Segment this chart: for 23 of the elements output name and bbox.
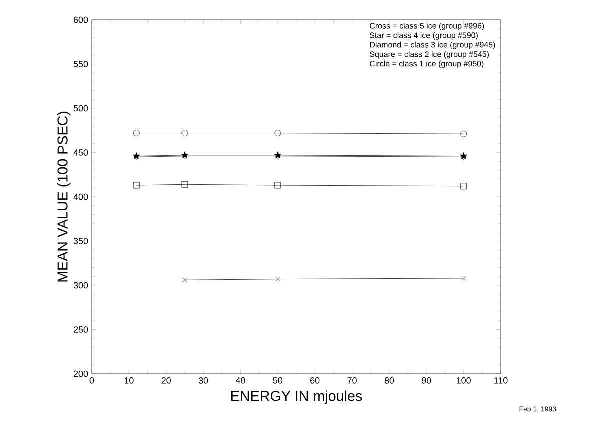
y-tick-label: 550 — [74, 61, 88, 68]
x-tick-label: 100 — [457, 378, 471, 384]
y-axis-title: MEAN VALUE (100 PSEC) — [57, 112, 71, 282]
x-tick-label: 80 — [384, 378, 394, 384]
y-tick-label: 500 — [74, 105, 88, 112]
y-tick-label: 350 — [74, 238, 88, 244]
y-tick-label: 300 — [74, 282, 88, 289]
y-tick-label: 450 — [74, 150, 88, 156]
x-tick-label: 0 — [90, 378, 94, 384]
x-tick-label: 110 — [494, 378, 508, 384]
x-tick-label: 40 — [236, 378, 246, 384]
x-axis-title: ENERGY IN mjoules — [232, 390, 362, 404]
x-tick-label: 50 — [273, 378, 283, 384]
x-tick-label: 90 — [422, 378, 432, 384]
x-tick-label: 70 — [348, 378, 357, 384]
x-tick-label: 20 — [162, 378, 172, 384]
y-tick-label: 400 — [74, 194, 88, 200]
y-tick-label: 600 — [74, 16, 88, 24]
y-tick-label: 250 — [74, 326, 88, 333]
x-tick-label: 10 — [124, 378, 134, 384]
x-tick-label: 30 — [198, 378, 208, 384]
x-tick-label: 60 — [310, 378, 320, 384]
y-tick-label: 200 — [74, 370, 88, 378]
